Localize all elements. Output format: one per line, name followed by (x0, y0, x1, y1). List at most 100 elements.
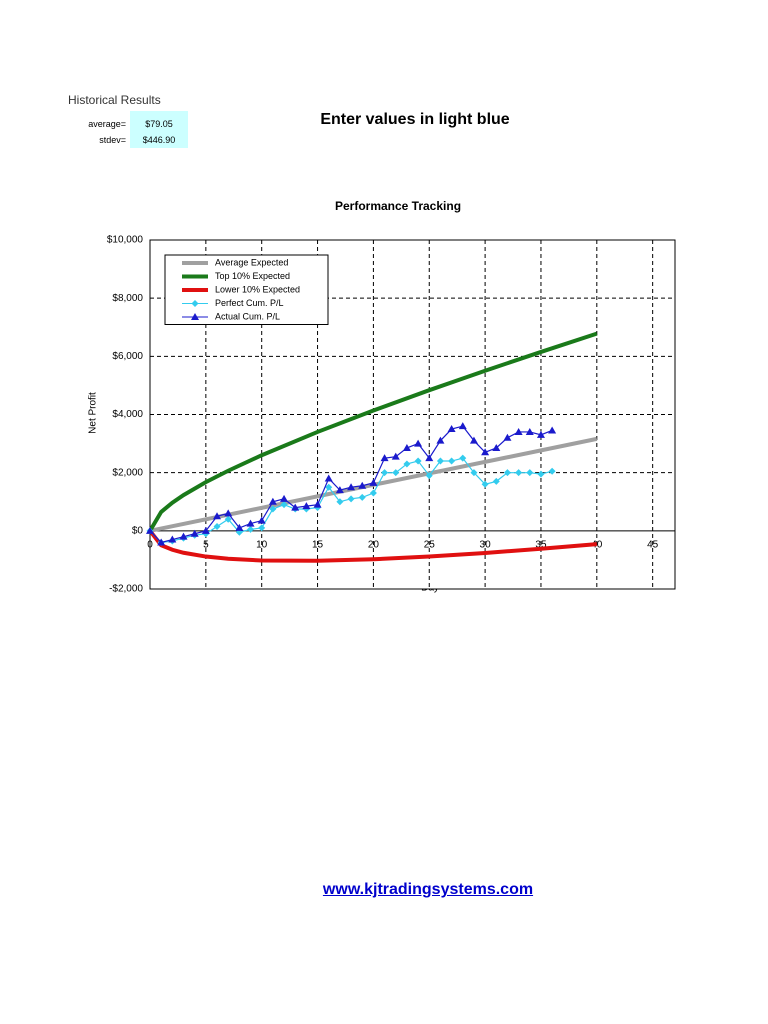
marker (414, 439, 423, 447)
marker (470, 469, 478, 477)
marker (168, 535, 177, 543)
marker (481, 448, 490, 456)
marker (537, 470, 545, 478)
section-title: Historical Results (68, 93, 161, 107)
legend-label: Lower 10% Expected (215, 284, 300, 294)
marker (492, 443, 501, 451)
input-cells[interactable] (130, 111, 188, 148)
x-tick-label: 15 (312, 539, 324, 550)
x-tick-label: 5 (203, 539, 209, 550)
y-axis-label: Net Profit (88, 392, 99, 434)
y-tick-label: $4,000 (112, 409, 143, 420)
marker (224, 509, 233, 517)
legend-label: Average Expected (215, 257, 288, 267)
link[interactable]: www.kjtradingsystems.com (322, 881, 534, 898)
x-tick-label: 10 (256, 539, 268, 550)
y-tick-label: $2,000 (112, 467, 143, 478)
marker (201, 526, 210, 534)
y-tick-label: $0 (132, 525, 144, 536)
marker (447, 425, 456, 433)
legend-label: Perfect Cum. P/L (215, 298, 284, 308)
marker (146, 526, 154, 534)
marker (157, 538, 166, 546)
marker (247, 525, 255, 533)
marker (269, 505, 277, 513)
x-tick-label: 40 (591, 539, 603, 550)
marker (358, 493, 366, 501)
marker (302, 502, 311, 510)
marker (358, 481, 367, 489)
marker (291, 503, 300, 511)
x-tick-label: 20 (368, 539, 380, 550)
marker (336, 498, 344, 506)
marker (448, 457, 456, 465)
marker (436, 436, 445, 444)
marker (179, 532, 188, 540)
x-tick-label: 25 (424, 539, 436, 550)
series-line (148, 529, 597, 563)
marker (235, 528, 243, 536)
marker (335, 486, 344, 494)
legend-marker (191, 300, 199, 307)
marker (224, 515, 232, 523)
marker (525, 427, 534, 435)
stat-value[interactable]: $446.90 (142, 135, 176, 145)
legend-label: Actual Cum. P/L (215, 311, 280, 321)
marker (347, 495, 355, 503)
marker (425, 454, 434, 462)
x-tick-label: 30 (480, 539, 492, 550)
marker (257, 516, 266, 524)
marker (469, 436, 478, 444)
marker (392, 469, 400, 477)
marker (268, 497, 277, 505)
chart-title: Performance Tracking (335, 199, 461, 213)
marker (380, 454, 389, 462)
x-tick-label: 0 (147, 539, 153, 550)
x-tick-label: 45 (647, 539, 659, 550)
instruction: Enter values in light blue (320, 111, 510, 128)
y-tick-label: $6,000 (112, 351, 143, 362)
y-tick-label: -$2,000 (109, 584, 143, 595)
marker (213, 522, 221, 530)
marker (515, 469, 523, 477)
marker (347, 483, 356, 491)
marker (414, 457, 422, 465)
marker (425, 472, 433, 480)
marker (526, 469, 534, 477)
y-tick-label: $8,000 (112, 293, 143, 304)
legend-marker (191, 313, 199, 320)
x-tick-label: 35 (535, 539, 547, 550)
marker (190, 529, 199, 537)
marker (436, 457, 444, 465)
marker (459, 454, 467, 462)
stat-label: average= (88, 119, 126, 129)
marker (246, 519, 255, 527)
marker (514, 427, 523, 435)
series-line (148, 331, 598, 532)
marker (235, 523, 244, 531)
marker (369, 489, 377, 497)
marker (536, 430, 545, 438)
marker (280, 501, 288, 509)
chart: Performance Tracking Day Net Profit -$2,… (88, 199, 676, 595)
marker (548, 426, 557, 434)
marker (403, 460, 411, 468)
marker (325, 483, 333, 491)
marker (381, 469, 389, 477)
legend-label: Top 10% Expected (215, 271, 290, 281)
marker (481, 480, 489, 488)
marker (280, 494, 289, 502)
marker (402, 443, 411, 451)
marker (313, 500, 322, 508)
marker (213, 512, 222, 520)
marker (391, 452, 400, 460)
marker (548, 467, 556, 475)
marker (369, 478, 378, 486)
y-tick-label: $10,000 (107, 235, 144, 246)
marker (492, 477, 500, 485)
marker (324, 474, 333, 482)
stat-value[interactable]: $79.05 (145, 119, 173, 129)
marker (503, 433, 512, 441)
stat-label: stdev= (99, 135, 126, 145)
